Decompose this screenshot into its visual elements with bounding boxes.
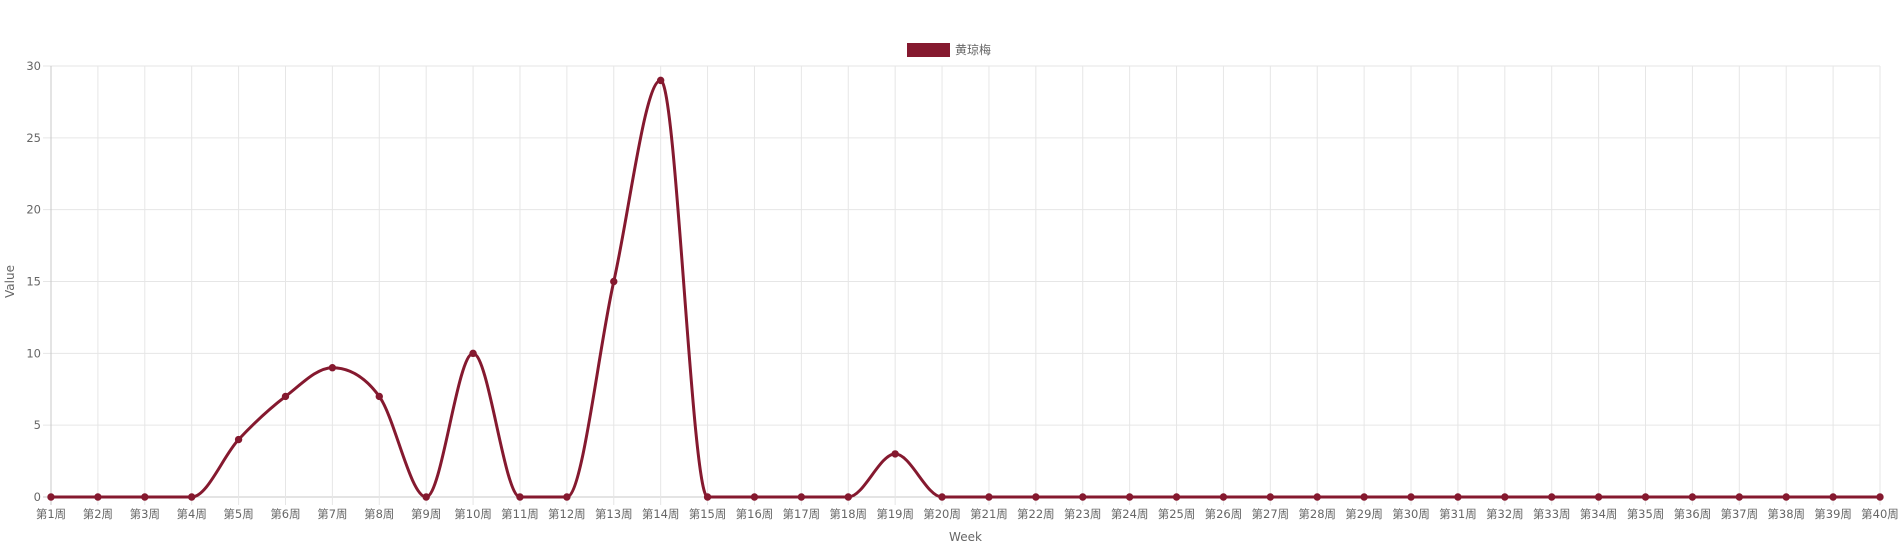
y-tick-label: 5 xyxy=(34,418,41,432)
data-point[interactable] xyxy=(1829,493,1837,501)
x-tick-label: 第36周 xyxy=(1674,507,1712,521)
data-point[interactable] xyxy=(516,493,524,501)
y-axis-title: Value xyxy=(3,265,17,298)
x-tick-label: 第34周 xyxy=(1580,507,1618,521)
data-point[interactable] xyxy=(1594,493,1603,501)
data-point[interactable] xyxy=(891,450,899,458)
x-tick-label: 第35周 xyxy=(1627,507,1665,521)
data-point[interactable] xyxy=(94,493,102,501)
data-point[interactable] xyxy=(1641,493,1650,501)
y-tick-label: 15 xyxy=(26,275,41,289)
y-tick-label: 0 xyxy=(34,490,41,504)
x-tick-label: 第28周 xyxy=(1298,507,1336,521)
data-point[interactable] xyxy=(422,493,430,501)
data-point[interactable] xyxy=(328,364,337,372)
data-point[interactable] xyxy=(375,392,383,401)
x-tick-label: 第1周 xyxy=(36,507,66,521)
data-point[interactable] xyxy=(1313,493,1321,501)
x-tick-label: 第2周 xyxy=(83,507,113,521)
data-point[interactable] xyxy=(563,493,571,501)
x-tick-label: 第13周 xyxy=(595,507,633,521)
x-tick-label: 第24周 xyxy=(1111,507,1149,521)
x-tick-label: 第27周 xyxy=(1252,507,1290,521)
x-tick-label: 第39周 xyxy=(1814,507,1852,521)
data-point[interactable] xyxy=(1548,493,1556,501)
x-tick-label: 第11周 xyxy=(501,507,539,521)
x-tick-label: 第7周 xyxy=(317,507,347,521)
data-point[interactable] xyxy=(47,493,55,501)
data-point[interactable] xyxy=(750,493,759,501)
data-point[interactable] xyxy=(1876,493,1884,501)
data-point[interactable] xyxy=(1407,493,1415,501)
x-tick-label: 第37周 xyxy=(1720,507,1758,521)
data-point[interactable] xyxy=(187,493,196,501)
data-point[interactable] xyxy=(1454,493,1462,501)
y-tick-label: 25 xyxy=(26,131,41,145)
x-tick-label: 第15周 xyxy=(689,507,727,521)
data-point[interactable] xyxy=(234,435,243,444)
x-tick-label: 第32周 xyxy=(1486,507,1524,521)
x-tick-label: 第31周 xyxy=(1439,507,1477,521)
x-axis-ticks: 第1周 第2周 第3周 第4周 第5周 第6周 第7周 第8周 第9周 第10周 第11周 第12周第… xyxy=(36,507,1899,521)
x-tick-label: 第5周 xyxy=(223,507,253,521)
data-point[interactable] xyxy=(141,493,149,501)
series-line xyxy=(49,78,1882,499)
data-point[interactable] xyxy=(1032,493,1040,501)
x-axis-title: Week xyxy=(949,530,982,544)
data-point[interactable] xyxy=(797,493,806,501)
data-point[interactable] xyxy=(1735,493,1744,501)
data-point[interactable] xyxy=(1125,493,1134,501)
data-point[interactable] xyxy=(1079,493,1087,501)
y-tick-label: 10 xyxy=(26,346,41,360)
y-tick-label: 20 xyxy=(26,203,41,217)
x-tick-label: 第22周 xyxy=(1017,507,1055,521)
x-tick-label: 第3周 xyxy=(130,507,160,521)
x-tick-label: 第16周 xyxy=(736,507,774,521)
x-tick-label: 第38周 xyxy=(1767,507,1805,521)
legend[interactable]: 黄琼梅 xyxy=(907,42,991,57)
data-point[interactable] xyxy=(1219,493,1228,501)
y-tick-label: 30 xyxy=(26,59,41,73)
legend-swatch xyxy=(907,43,950,57)
data-point[interactable] xyxy=(703,493,712,501)
series-group xyxy=(47,76,1884,501)
grid-lines xyxy=(43,65,1881,505)
data-point[interactable] xyxy=(1688,493,1697,501)
data-point[interactable] xyxy=(985,493,993,501)
data-point[interactable] xyxy=(469,349,477,358)
data-point[interactable] xyxy=(1501,493,1509,501)
legend-label: 黄琼梅 xyxy=(955,42,991,57)
x-tick-label: 第8周 xyxy=(364,507,394,521)
data-point[interactable] xyxy=(1172,493,1181,501)
data-point[interactable] xyxy=(281,392,290,401)
x-tick-label: 第30周 xyxy=(1392,507,1430,521)
x-tick-label: 第26周 xyxy=(1205,507,1243,521)
data-point[interactable] xyxy=(844,493,852,501)
x-tick-label: 第19周 xyxy=(876,507,914,521)
data-point[interactable] xyxy=(1266,493,1275,501)
x-tick-label: 第29周 xyxy=(1345,507,1383,521)
y-axis-ticks: 0 5 10 15 20 25 30 xyxy=(26,59,41,504)
data-point[interactable] xyxy=(1360,493,1368,501)
x-tick-label: 第9周 xyxy=(411,507,441,521)
x-tick-label: 第40周 xyxy=(1861,507,1899,521)
data-point[interactable] xyxy=(1782,493,1790,501)
x-tick-label: 第21周 xyxy=(970,507,1008,521)
x-tick-label: 第4周 xyxy=(177,507,207,521)
x-tick-label: 第20周 xyxy=(923,507,961,521)
x-tick-label: 第12周 xyxy=(548,507,586,521)
x-tick-label: 第33周 xyxy=(1533,507,1571,521)
x-tick-label: 第6周 xyxy=(270,507,300,521)
x-tick-label: 第23周 xyxy=(1064,507,1102,521)
x-tick-label: 第14周 xyxy=(642,507,680,521)
x-tick-label: 第18周 xyxy=(829,507,867,521)
x-tick-label: 第10周 xyxy=(454,507,492,521)
data-point[interactable] xyxy=(938,493,946,501)
x-tick-label: 第17周 xyxy=(783,507,821,521)
data-point[interactable] xyxy=(610,277,618,286)
x-tick-label: 第25周 xyxy=(1158,507,1196,521)
data-point[interactable] xyxy=(656,76,665,85)
